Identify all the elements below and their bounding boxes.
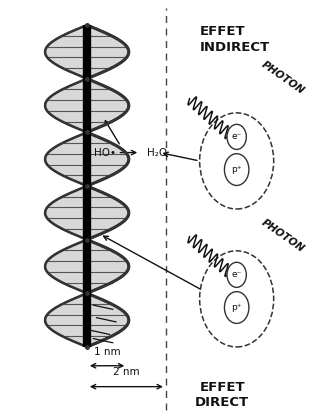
Polygon shape [45,240,129,293]
Polygon shape [45,293,129,347]
Text: p⁺: p⁺ [232,165,242,174]
Text: e⁻: e⁻ [232,133,242,141]
Circle shape [227,125,246,150]
Text: PHOTON: PHOTON [260,218,307,255]
Text: 2 nm: 2 nm [113,367,140,377]
Text: p⁺: p⁺ [232,303,242,312]
Text: EFFET
INDIRECT: EFFET INDIRECT [200,25,270,54]
Text: 1 nm: 1 nm [94,347,120,357]
Polygon shape [45,25,129,79]
Polygon shape [45,79,129,133]
Text: PHOTON: PHOTON [260,59,307,96]
Circle shape [227,263,246,288]
Polygon shape [45,186,129,240]
Circle shape [224,154,249,186]
Text: EFFET
DIRECT: EFFET DIRECT [195,381,249,409]
Text: H₂O: H₂O [147,148,167,158]
Text: e⁻: e⁻ [232,270,242,279]
Text: HO•: HO• [94,148,116,158]
Polygon shape [45,133,129,186]
Circle shape [224,292,249,324]
